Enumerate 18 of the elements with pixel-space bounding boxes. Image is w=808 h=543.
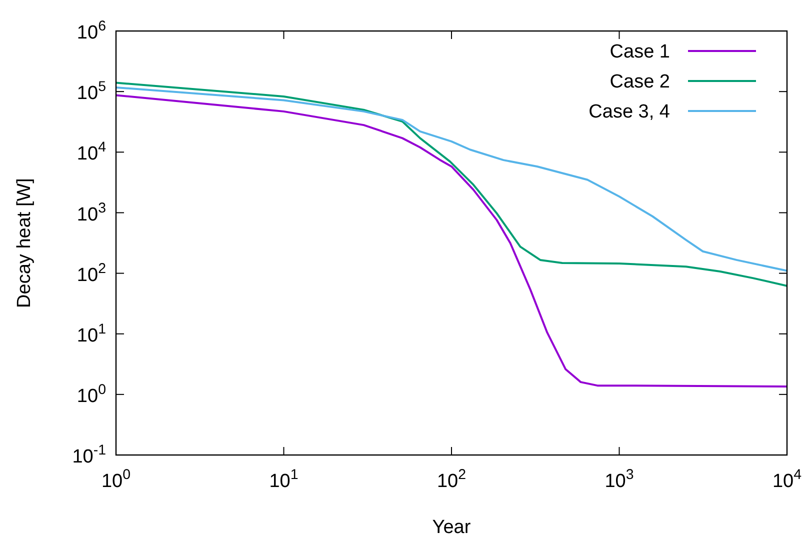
x-tick-label: 10$^{0}$ — [101, 467, 131, 492]
x-tick-label: 10$^{1}$ — [269, 467, 298, 492]
y-tick-label: 10$^{1}$ — [76, 321, 106, 346]
y-tick-label: 10$^{4}$ — [76, 140, 106, 165]
legend-label: Case 1 — [610, 42, 670, 63]
y-tick-label: 10$^{5}$ — [76, 79, 106, 104]
y-tick-label: 10$^{-1}$ — [72, 442, 106, 468]
y-axis-title: Decay heat [W] — [14, 178, 35, 308]
y-tick-label: 10$^{6}$ — [76, 18, 106, 44]
legend-label: Case 2 — [610, 72, 670, 93]
y-tick-label: 10$^{3}$ — [76, 200, 106, 226]
x-tick-label: 10$^{3}$ — [604, 467, 634, 492]
x-tick-label: 10$^{2}$ — [436, 467, 466, 492]
y-tick-label: 10$^{0}$ — [76, 382, 106, 408]
x-axis-title: Year — [432, 517, 472, 538]
legend-label: Case 3, 4 — [588, 102, 670, 123]
y-tick-label: 10$^{2}$ — [76, 260, 106, 286]
x-tick-label: 10$^{4}$ — [772, 467, 802, 492]
